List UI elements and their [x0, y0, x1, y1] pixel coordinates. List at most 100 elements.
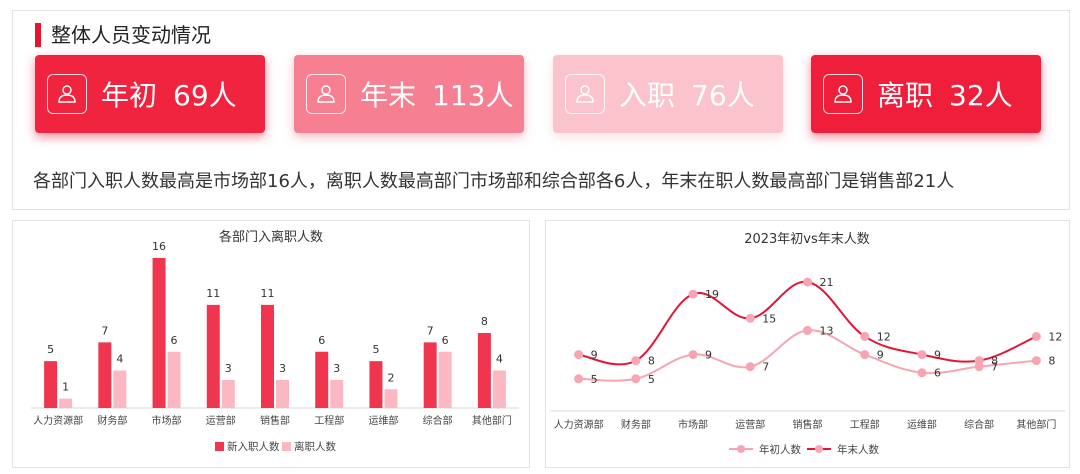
- bar-hired: [369, 361, 383, 408]
- data-label: 21: [820, 276, 834, 289]
- overview-panel: 整体人员变动情况 年初 69人 年末 113人 入职 76人 离职 32人 各部…: [12, 10, 1070, 210]
- data-label: 9: [591, 349, 598, 362]
- x-tick-label: 运营部: [735, 418, 765, 431]
- bar-chart-panel: 各部门入离职人数 5 1 人力资源部 7 4 财务部 16 6 市场部 11 3 运营部 11 3 销售部 6 3…: [12, 220, 530, 468]
- bar-hired: [98, 342, 112, 408]
- data-label: 3: [333, 362, 340, 375]
- chart-title: 各部门入离职人数: [219, 229, 323, 245]
- page-title: 整体人员变动情况: [51, 23, 211, 47]
- bar-resigned: [59, 398, 73, 408]
- bar-resigned: [492, 370, 506, 408]
- data-label: 7: [427, 324, 434, 337]
- data-label: 5: [47, 343, 54, 356]
- data-label: 16: [152, 240, 166, 253]
- card-label: 离职: [877, 79, 934, 112]
- data-label: 6: [934, 367, 941, 380]
- data-point: [745, 362, 755, 372]
- data-label: 4: [496, 353, 503, 366]
- data-label: 1: [62, 381, 69, 394]
- legend-label: 离职人数: [294, 440, 336, 453]
- data-label: 15: [762, 312, 776, 325]
- data-label: 8: [991, 355, 998, 368]
- bar-hired: [261, 304, 274, 408]
- x-tick-label: 综合部: [964, 418, 994, 431]
- user-icon: [47, 74, 87, 114]
- user-icon: [565, 74, 605, 114]
- x-tick-label: 财务部: [621, 418, 651, 431]
- x-tick-label: 运维部: [907, 418, 937, 431]
- data-point: [974, 356, 984, 366]
- data-point: [631, 356, 641, 366]
- bar-hired: [152, 258, 166, 408]
- card-label: 年末: [360, 79, 417, 112]
- data-label: 5: [591, 373, 598, 386]
- x-tick-label: 工程部: [850, 418, 880, 431]
- legend-marker: [737, 445, 745, 453]
- x-tick-label: 销售部: [793, 418, 823, 431]
- card-resigned: 离职 32人: [811, 55, 1041, 133]
- card-hired: 入职 76人: [553, 55, 783, 133]
- bar-resigned: [167, 351, 181, 408]
- bar-hired: [423, 342, 437, 408]
- title-accent-bar: [35, 23, 41, 47]
- data-label: 8: [1048, 355, 1055, 368]
- data-point: [1031, 356, 1041, 366]
- data-point: [917, 350, 927, 360]
- data-label: 9: [934, 349, 941, 362]
- line-chart-panel: 2023年初vs年末人数 5 5 9 7 13 9 6 7 8 9 8 19 15 21 12 9 8 12 人力资源…: [545, 220, 1070, 468]
- data-label: 5: [372, 343, 379, 356]
- bar-chart: 各部门入离职人数 5 1 人力资源部 7 4 财务部 16 6 市场部 11 3 运营部 11 3 销售部 6 3…: [31, 229, 519, 453]
- data-point: [631, 374, 641, 384]
- data-label: 13: [820, 324, 834, 337]
- legend-label: 年初人数: [759, 443, 801, 456]
- x-tick-label: 销售部: [260, 414, 290, 427]
- data-label: 11: [206, 287, 220, 300]
- x-tick-label: 人力资源部: [33, 414, 83, 427]
- data-point: [745, 313, 755, 323]
- data-label: 11: [261, 287, 275, 300]
- data-point: [688, 350, 698, 360]
- bar-resigned: [221, 379, 235, 408]
- data-label: 2: [387, 371, 394, 384]
- data-label: 8: [481, 315, 488, 328]
- card-label: 年初: [101, 79, 158, 112]
- bar-hired: [315, 351, 329, 408]
- legend-marker: [815, 445, 823, 453]
- legend-swatch: [282, 442, 291, 451]
- data-label: 7: [762, 361, 769, 374]
- data-label: 8: [648, 355, 655, 368]
- user-icon: [306, 74, 346, 114]
- data-point: [860, 331, 870, 341]
- legend-label: 新入职人数: [227, 440, 280, 453]
- data-label: 9: [705, 349, 712, 362]
- x-tick-label: 财务部: [97, 414, 127, 427]
- data-label: 5: [648, 373, 655, 386]
- card-end-of-year: 年末 113人: [294, 55, 524, 133]
- bar-resigned: [276, 379, 289, 408]
- card-start-of-year: 年初 69人: [35, 55, 265, 133]
- x-tick-label: 市场部: [678, 418, 708, 431]
- data-label: 19: [705, 288, 719, 301]
- data-label: 4: [116, 353, 123, 366]
- user-icon: [823, 74, 863, 114]
- data-label: 6: [318, 334, 325, 347]
- data-label: 3: [279, 362, 286, 375]
- x-tick-label: 人力资源部: [554, 418, 604, 431]
- data-point: [574, 350, 584, 360]
- chart-title: 2023年初vs年末人数: [744, 232, 870, 247]
- x-tick-label: 工程部: [314, 414, 344, 427]
- data-point: [1031, 331, 1041, 341]
- card-value: 32人: [949, 79, 1013, 112]
- data-label: 12: [877, 330, 891, 343]
- bar-hired: [44, 361, 58, 408]
- summary-text: 各部门入职人数最高是市场部16人，离职人数最高部门市场部和综合部各6人，年末在职…: [33, 171, 955, 192]
- card-value: 113人: [432, 79, 514, 112]
- x-tick-label: 其他部门: [472, 414, 512, 427]
- x-tick-label: 其他部门: [1016, 418, 1056, 431]
- bar-hired: [206, 304, 220, 408]
- data-point: [917, 368, 927, 378]
- x-tick-label: 运维部: [368, 414, 398, 427]
- card-value: 76人: [691, 79, 755, 112]
- legend-swatch: [215, 442, 224, 451]
